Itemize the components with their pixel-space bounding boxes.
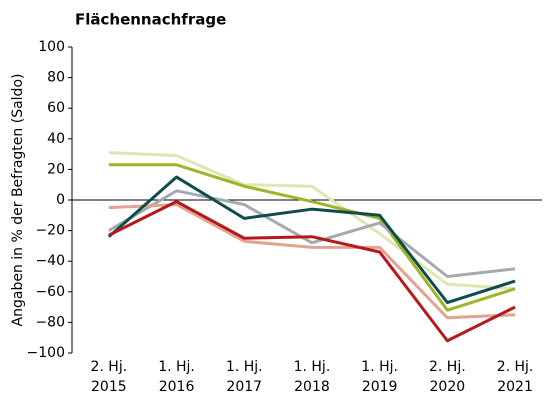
- x-tick-label: 1. Hj.: [294, 359, 331, 375]
- x-tick-label: 1. Hj.: [158, 359, 195, 375]
- x-tick-label: 2017: [226, 379, 262, 395]
- series-line: [107, 175, 516, 305]
- x-tick-label: 2. Hj.: [91, 359, 128, 375]
- y-tick-label: 20: [47, 161, 65, 177]
- y-tick-label: 60: [47, 100, 65, 116]
- chart-title: Flächennachfrage: [75, 11, 226, 29]
- y-tick-label: −60: [35, 284, 65, 300]
- y-axis-label: Angaben in % der Befragten (Saldo): [10, 74, 26, 327]
- x-tick-label: 2. Hj.: [497, 359, 534, 375]
- series-line: [108, 200, 516, 343]
- y-tick-label: −40: [35, 253, 65, 269]
- y-tick-label: −80: [35, 314, 65, 330]
- x-tick-label: 1. Hj.: [361, 359, 398, 375]
- y-tick-label: 80: [47, 70, 65, 86]
- y-tick-label: −100: [27, 345, 65, 361]
- y-tick-label: −20: [35, 223, 65, 239]
- x-tick-label: 2018: [294, 379, 330, 395]
- series-line: [108, 203, 516, 320]
- x-tick-label: 2016: [159, 379, 195, 395]
- x-tick-label: 2021: [497, 379, 533, 395]
- y-tick-label: 100: [38, 39, 65, 55]
- x-tick-label: 1. Hj.: [226, 359, 263, 375]
- x-tick-label: 2020: [430, 379, 466, 395]
- x-tick-label: 2019: [362, 379, 398, 395]
- x-tick-label: 2. Hj.: [429, 359, 466, 375]
- y-tick-label: 0: [56, 192, 65, 208]
- series-line: [108, 189, 516, 278]
- series-line: [108, 163, 516, 312]
- y-tick-label: 40: [47, 131, 65, 147]
- x-tick-label: 2015: [91, 379, 127, 395]
- series-line: [108, 151, 516, 291]
